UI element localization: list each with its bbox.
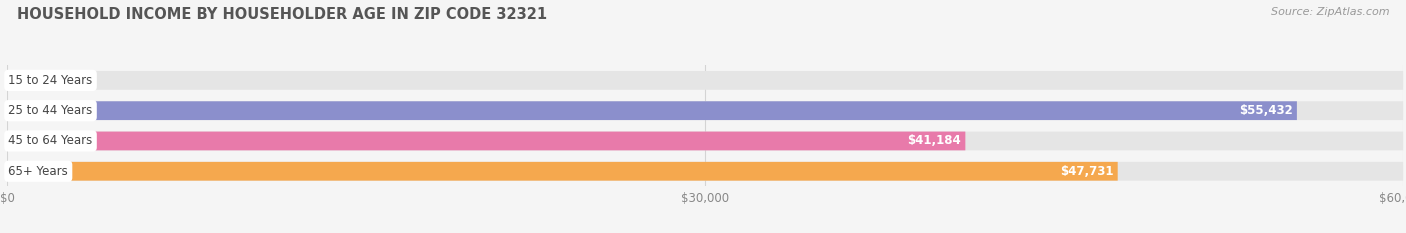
- Text: HOUSEHOLD INCOME BY HOUSEHOLDER AGE IN ZIP CODE 32321: HOUSEHOLD INCOME BY HOUSEHOLDER AGE IN Z…: [17, 7, 547, 22]
- FancyBboxPatch shape: [7, 132, 1403, 150]
- Text: $41,184: $41,184: [907, 134, 962, 147]
- Text: Source: ZipAtlas.com: Source: ZipAtlas.com: [1271, 7, 1389, 17]
- Text: 45 to 64 Years: 45 to 64 Years: [8, 134, 93, 147]
- FancyBboxPatch shape: [7, 101, 1403, 120]
- FancyBboxPatch shape: [7, 162, 1403, 181]
- Text: 25 to 44 Years: 25 to 44 Years: [8, 104, 93, 117]
- Text: $55,432: $55,432: [1239, 104, 1292, 117]
- FancyBboxPatch shape: [7, 71, 63, 90]
- FancyBboxPatch shape: [7, 162, 1118, 181]
- FancyBboxPatch shape: [7, 101, 1296, 120]
- Text: 65+ Years: 65+ Years: [8, 165, 67, 178]
- FancyBboxPatch shape: [7, 71, 1403, 90]
- Text: $47,731: $47,731: [1060, 165, 1114, 178]
- Text: $0: $0: [70, 74, 84, 87]
- FancyBboxPatch shape: [7, 132, 966, 150]
- Text: 15 to 24 Years: 15 to 24 Years: [8, 74, 93, 87]
